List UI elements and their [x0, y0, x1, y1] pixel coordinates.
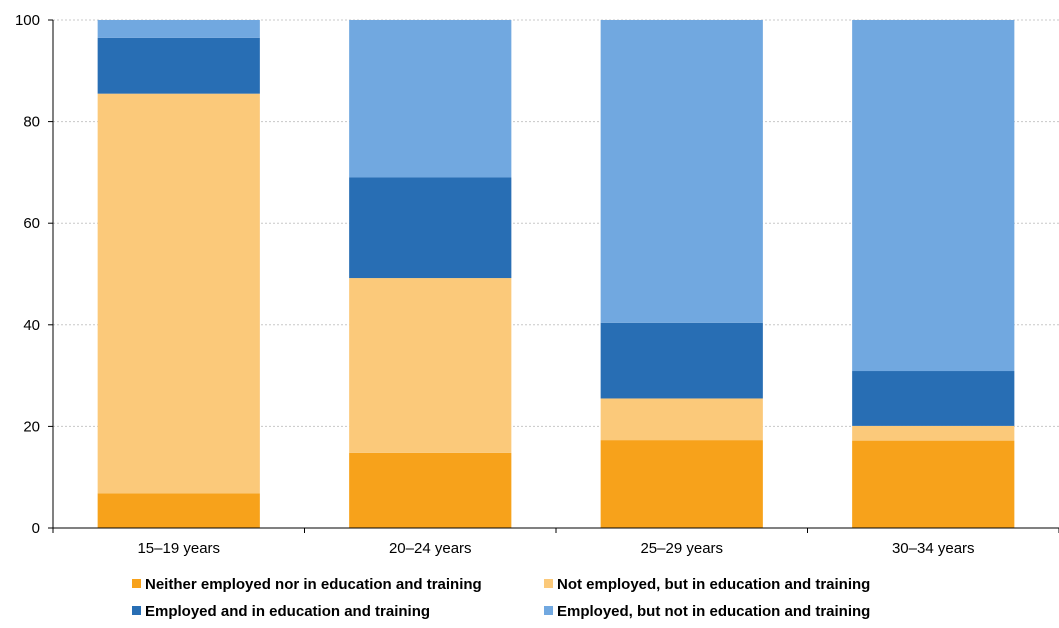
legend-label: Not employed, but in education and train…: [557, 576, 870, 593]
y-tick-label: 0: [32, 520, 40, 537]
bar-segment: [852, 371, 1015, 426]
y-tick-label: 20: [23, 418, 40, 435]
bar-segment: [97, 37, 260, 94]
bar-segment: [349, 177, 512, 279]
y-tick-label: 40: [23, 317, 40, 334]
legend-label: Employed, but not in education and train…: [557, 603, 870, 620]
legend-label: Neither employed nor in education and tr…: [145, 576, 482, 593]
bar-segment: [97, 493, 260, 528]
bars: [97, 20, 1015, 528]
x-tick-labels: 15–19 years 20–24 years 25–29 years 30–34 y…: [137, 540, 974, 557]
legend-swatch: [544, 606, 553, 615]
x-tick-label: 15–19 years: [137, 540, 220, 557]
bar-segment: [852, 20, 1015, 372]
bar-segment: [600, 20, 763, 323]
legend-swatch: [544, 579, 553, 588]
y-tick-label: 60: [23, 215, 40, 232]
x-tick-label: 20–24 years: [389, 540, 472, 557]
x-tick-label: 25–29 years: [640, 540, 723, 557]
bar-segment: [600, 322, 763, 399]
bar-segment: [852, 425, 1015, 441]
bar-segment: [349, 20, 512, 178]
bar-segment: [97, 20, 260, 38]
axes: [48, 19, 1059, 533]
y-tick-label: 100: [15, 12, 40, 29]
y-tick-labels: 0 20 40 60 80 100: [15, 12, 40, 537]
legend: Neither employed nor in education and tr…: [132, 576, 870, 620]
bar-segment: [97, 93, 260, 494]
y-tick-label: 80: [23, 114, 40, 131]
legend-label: Employed and in education and training: [145, 603, 430, 620]
bar-segment: [600, 440, 763, 528]
x-tick-label: 30–34 years: [892, 540, 975, 557]
legend-swatch: [132, 606, 141, 615]
bar-segment: [349, 452, 512, 528]
bar-segment: [349, 278, 512, 453]
bar-segment: [600, 398, 763, 441]
legend-swatch: [132, 579, 141, 588]
bar-segment: [852, 440, 1015, 528]
